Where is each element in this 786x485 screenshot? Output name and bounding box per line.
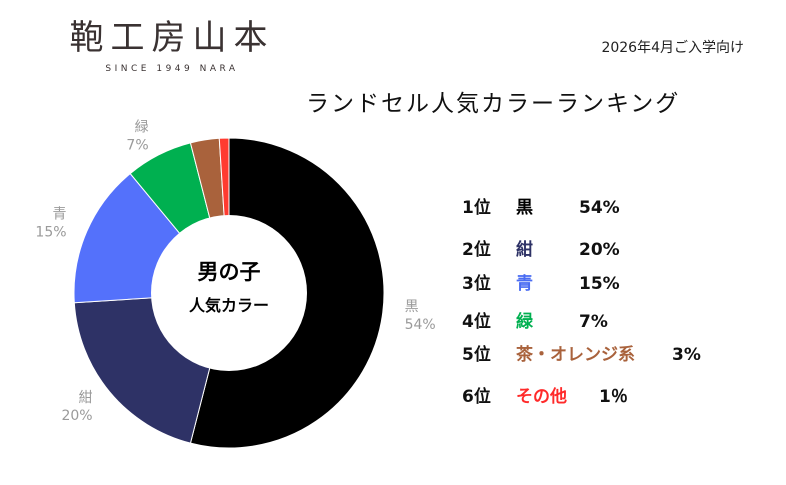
- rank-percent: 7%: [579, 312, 608, 332]
- center-label-secondary: 人気カラー: [189, 296, 269, 315]
- slice-value-label: 20%: [61, 408, 92, 424]
- rank-position: 6位: [462, 387, 491, 407]
- slice-label: 黒: [405, 299, 419, 315]
- rank-color-name: 黒: [516, 198, 533, 218]
- slice-value-label: 15%: [35, 225, 66, 241]
- rank-color-name: 紺: [516, 240, 533, 260]
- center-label-primary: 男の子: [198, 260, 261, 284]
- slice-label: 青: [53, 207, 67, 223]
- logo-tagline: SINCE 1949 NARA: [105, 64, 239, 74]
- slice-value-label: 7%: [126, 137, 148, 153]
- rank-position: 2位: [462, 240, 491, 260]
- brand-logo: 鞄工房山本 SINCE 1949 NARA: [46, 16, 298, 74]
- rank-position: 4位: [462, 312, 491, 332]
- slice-label: 紺: [79, 390, 93, 406]
- rank-percent: 15%: [579, 274, 620, 294]
- donut-hole: [151, 215, 307, 371]
- rank-color-name: 茶・オレンジ系: [516, 345, 635, 365]
- season-label: 2026年4月ご入学向け: [601, 40, 744, 56]
- rank-position: 3位: [462, 274, 491, 294]
- rank-position: 1位: [462, 198, 491, 218]
- chart-title: ランドセル人気カラーランキング: [306, 91, 681, 117]
- slice-label: 緑: [135, 119, 149, 135]
- rank-percent: 54%: [579, 198, 620, 218]
- rank-percent: 1％: [599, 387, 628, 407]
- rank-color-name: その他: [516, 387, 567, 407]
- slice-value-label: 54%: [405, 317, 436, 333]
- rank-color-name: 青: [516, 274, 533, 294]
- rank-color-name: 緑: [516, 312, 533, 332]
- logo-wordmark: 鞄工房山本: [69, 18, 275, 58]
- rank-percent: 20%: [579, 240, 620, 260]
- rank-position: 5位: [462, 345, 491, 365]
- rank-percent: 3%: [672, 345, 701, 365]
